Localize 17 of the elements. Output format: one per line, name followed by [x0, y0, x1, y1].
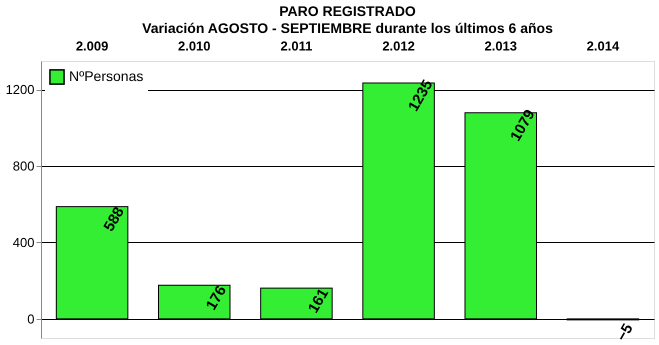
y-tick-label: 1200: [6, 82, 34, 98]
y-tick-label: 400: [12, 234, 34, 250]
data-label: 161: [304, 286, 332, 316]
x-tick-label: 2.012: [382, 38, 415, 54]
chart-subtitle: Variación AGOSTO - SEPTIEMBRE durante los últimos 6 años: [142, 20, 554, 36]
x-tick-label: 2.013: [484, 38, 518, 54]
x-tick-label: 2.014: [586, 38, 620, 54]
x-tick-label: 2.011: [280, 38, 312, 54]
x-tick-label: 2.009: [76, 38, 108, 54]
data-label: −5: [613, 320, 637, 344]
data-label: 176: [202, 282, 230, 314]
chart-title: PARO REGISTRADO: [279, 3, 416, 19]
y-tick-label: 800: [12, 158, 34, 174]
legend-label: NºPersonas: [69, 68, 144, 84]
y-tick-label: 0: [27, 311, 34, 326]
x-tick-label: 2.010: [178, 38, 211, 54]
data-label: 588: [100, 204, 128, 234]
